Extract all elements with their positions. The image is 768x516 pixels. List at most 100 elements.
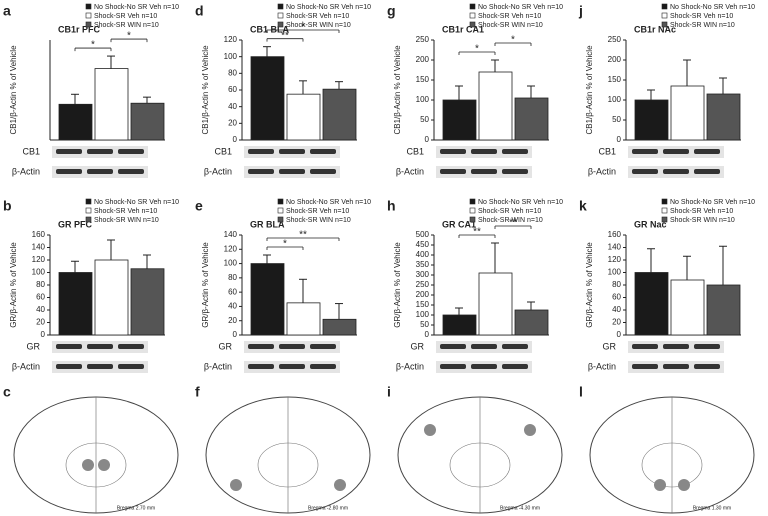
y-tick-label: 450 (416, 240, 430, 249)
blot-label: β-Actin (588, 361, 616, 371)
y-tick-label: 100 (416, 310, 430, 319)
legend-swatch (85, 3, 92, 10)
legend-swatch (469, 198, 476, 205)
legend-label: Shock-SR Veh n=10 (670, 13, 733, 20)
y-tick-label: 40 (228, 102, 237, 111)
punch-site (230, 479, 242, 491)
blot-band (87, 344, 113, 349)
chart-title: GR PFC (58, 219, 93, 229)
bregma-label: Bregma -4.30 mm (500, 505, 540, 511)
blot-band (471, 169, 497, 174)
y-tick-label: 40 (36, 305, 45, 314)
sig-label: * (301, 22, 305, 33)
blot-band (248, 149, 274, 154)
legend-swatch (469, 3, 476, 10)
bar (94, 259, 129, 336)
blot-label: GR (219, 341, 233, 351)
sig-label: * (91, 40, 95, 51)
y-tick-label: 250 (416, 35, 430, 44)
y-axis-label: GR/β-Actin % of Vehicle (201, 242, 210, 328)
blot-band (502, 169, 528, 174)
y-tick-label: 400 (416, 250, 430, 259)
legend-swatch (85, 207, 92, 214)
chart-title: GR Nac (634, 219, 667, 229)
y-tick-label: 250 (608, 35, 622, 44)
bar (478, 272, 513, 336)
blot-band (502, 149, 528, 154)
panel-letter: b (3, 198, 12, 214)
y-axis-label: CB1/β-Actin % of Vehicle (393, 45, 402, 135)
legend-label: Shock-SR WIN n=10 (94, 22, 159, 29)
brain-structure (257, 442, 319, 488)
legend-swatch (469, 207, 476, 214)
brain-structure (65, 442, 127, 488)
y-tick-label: 50 (420, 115, 429, 124)
blot-band (310, 344, 336, 349)
legend-swatch (85, 216, 92, 223)
bar (634, 99, 669, 141)
blot-band (440, 364, 466, 369)
blot-band (118, 364, 144, 369)
blot-band (248, 169, 274, 174)
legend-label: No Shock-No SR Veh n=10 (478, 4, 563, 11)
legend-label: Shock-SR Veh n=10 (478, 13, 541, 20)
y-tick-label: 0 (617, 330, 622, 339)
y-tick-label: 20 (612, 318, 621, 327)
blot-band (279, 364, 305, 369)
legend-label: Shock-SR WIN n=10 (478, 22, 543, 29)
sig-label: ** (281, 30, 289, 41)
y-tick-label: 50 (420, 320, 429, 329)
y-tick-label: 80 (612, 280, 621, 289)
blot-band (694, 169, 720, 174)
blot-band (632, 149, 658, 154)
y-tick-label: 60 (228, 287, 237, 296)
y-tick-label: 100 (608, 268, 622, 277)
legend-swatch (469, 216, 476, 223)
y-tick-label: 160 (32, 230, 46, 239)
brain-structure (449, 442, 511, 488)
y-tick-label: 100 (32, 268, 46, 277)
y-tick-label: 250 (416, 280, 430, 289)
bar (322, 88, 357, 141)
y-tick-label: 0 (41, 330, 46, 339)
legend-swatch (85, 12, 92, 19)
blot-band (279, 169, 305, 174)
y-tick-label: 140 (224, 230, 238, 239)
y-tick-label: 0 (425, 135, 430, 144)
blot-band (694, 149, 720, 154)
blot-band (310, 364, 336, 369)
legend-swatch (85, 21, 92, 28)
panel-letter: a (3, 3, 11, 19)
legend-label: No Shock-No SR Veh n=10 (94, 4, 179, 11)
legend-swatch (661, 21, 668, 28)
blot-band (632, 364, 658, 369)
y-tick-label: 80 (36, 280, 45, 289)
bar (670, 85, 705, 141)
bar (130, 268, 165, 336)
punch-site (678, 479, 690, 491)
panel-letter: g (387, 3, 396, 19)
y-tick-label: 150 (608, 75, 622, 84)
blot-band (471, 344, 497, 349)
blot-band (248, 364, 274, 369)
legend-label: Shock-SR WIN n=10 (670, 22, 735, 29)
bar (286, 93, 321, 141)
bar (94, 68, 129, 141)
blot-band (663, 169, 689, 174)
y-tick-label: 80 (228, 68, 237, 77)
panel-letter: i (387, 384, 391, 400)
blot-band (279, 344, 305, 349)
punch-site (98, 459, 110, 471)
blot-label: β-Actin (204, 166, 232, 176)
y-axis-label: GR/β-Actin % of Vehicle (9, 242, 18, 328)
legend-label: Shock-SR Veh n=10 (286, 13, 349, 20)
sig-label: * (127, 31, 131, 42)
blot-band (56, 344, 82, 349)
panel-letter: f (195, 384, 200, 400)
blot-band (248, 344, 274, 349)
y-tick-label: 60 (612, 293, 621, 302)
blot-band (694, 364, 720, 369)
blot-band (310, 169, 336, 174)
y-tick-label: 20 (228, 316, 237, 325)
y-tick-label: 60 (228, 85, 237, 94)
